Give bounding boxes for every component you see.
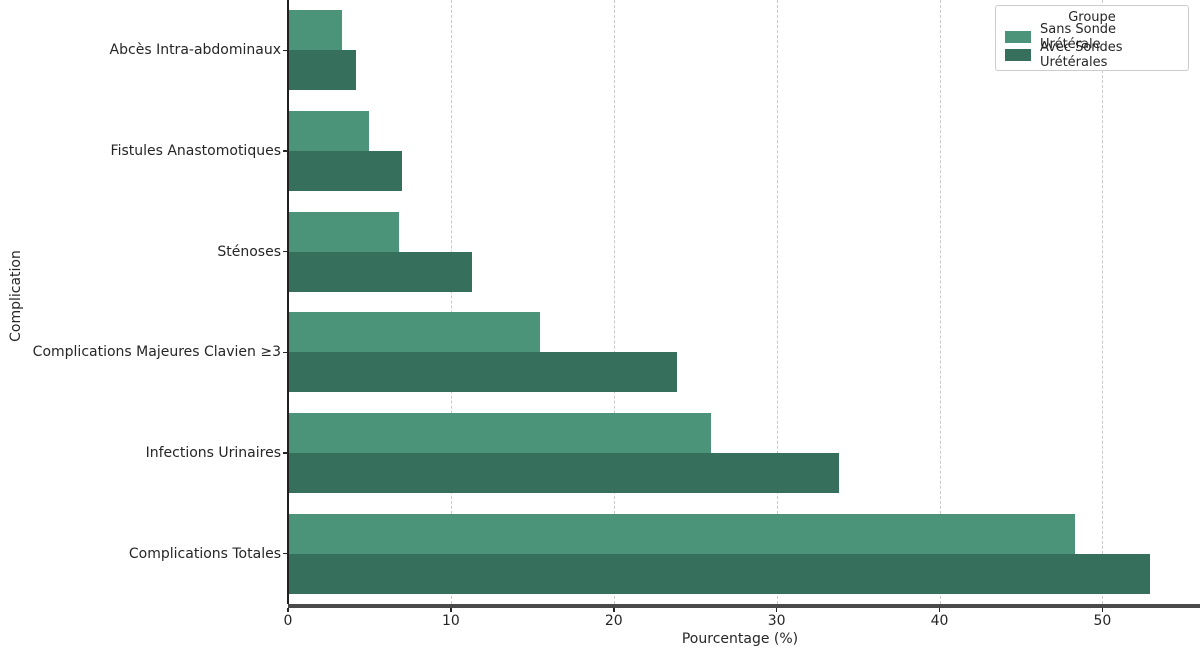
y-tick-mark — [283, 250, 288, 253]
legend-item-0: Sans Sonde Urétérale — [1005, 22, 1179, 52]
x-tick-label-40: 40 — [930, 613, 949, 629]
gridline-x-10 — [450, 0, 452, 604]
bar-sans-sonde — [288, 10, 342, 51]
y-axis-spine — [287, 0, 289, 604]
y-tick-mark — [283, 351, 288, 354]
x-tick-mark-50 — [1101, 607, 1104, 612]
bar-avec-sondes — [288, 553, 1150, 594]
y-tick-mark — [283, 150, 288, 152]
x-tick-mark-0 — [287, 607, 289, 612]
category-label: Complications Totales — [128, 545, 281, 562]
plot-area — [288, 0, 1192, 604]
x-tick-mark-10 — [450, 607, 452, 612]
legend-items: Sans Sonde Urétérale Avec Sondes Urétéral… — [1005, 22, 1179, 70]
category-label: Infections Urinaires — [145, 445, 281, 461]
gridline-x-20 — [613, 0, 615, 604]
x-tick-mark-40 — [938, 607, 941, 612]
x-tick-label-50: 50 — [1093, 613, 1112, 629]
y-tick-mark — [283, 49, 288, 52]
category-label: Abcès Intra-abdominaux — [109, 42, 281, 59]
legend-item-1: Avec Sondes Urétérales — [1005, 40, 1179, 70]
y-tick-mark — [283, 452, 288, 454]
bar-avec-sondes — [288, 151, 403, 191]
gridline-x-30 — [776, 0, 778, 604]
x-axis-spine — [288, 604, 1200, 608]
x-tick-label-30: 30 — [767, 613, 786, 629]
x-tick-mark-20 — [612, 607, 615, 612]
bar-sans-sonde — [288, 312, 541, 353]
x-tick-label-0: 0 — [283, 613, 293, 629]
legend: Groupe Sans Sonde Urétérale Avec Sondes U… — [995, 5, 1189, 71]
bar-avec-sondes — [288, 453, 839, 493]
bar-avec-sondes — [288, 251, 473, 292]
legend-swatch-icon — [1005, 49, 1031, 61]
category-label: Sténoses — [217, 243, 281, 260]
bar-sans-sonde — [288, 513, 1075, 554]
y-axis-category-labels: Abcès Intra-abdominaux Fistules Anastomot… — [0, 0, 281, 604]
bars-layer — [288, 0, 1192, 604]
y-tick-mark — [283, 552, 288, 555]
x-tick-mark-30 — [775, 607, 778, 612]
x-tick-label-20: 20 — [604, 613, 623, 629]
bar-avec-sondes — [288, 50, 357, 91]
gridline-x-40 — [939, 0, 941, 604]
x-axis-title: Pourcentage (%) — [681, 631, 799, 647]
legend-item-label: Sans Sonde Urétérale — [1040, 22, 1117, 52]
bar-sans-sonde — [288, 413, 712, 453]
grid-layer — [288, 0, 1192, 604]
gridline-x-50 — [1102, 0, 1104, 604]
x-tick-label-10: 10 — [441, 613, 460, 629]
legend-swatch-icon — [1005, 31, 1031, 43]
category-label: Fistules Anastomotiques — [110, 143, 281, 159]
legend-title: Groupe — [1068, 10, 1116, 25]
category-label: Complications Majeures Clavien ≥3 — [32, 344, 281, 361]
bar-sans-sonde — [288, 211, 399, 252]
bar-sans-sonde — [288, 111, 370, 151]
legend-item-label: Avec Sondes Urétérales — [1040, 40, 1123, 70]
bar-avec-sondes — [288, 352, 678, 393]
